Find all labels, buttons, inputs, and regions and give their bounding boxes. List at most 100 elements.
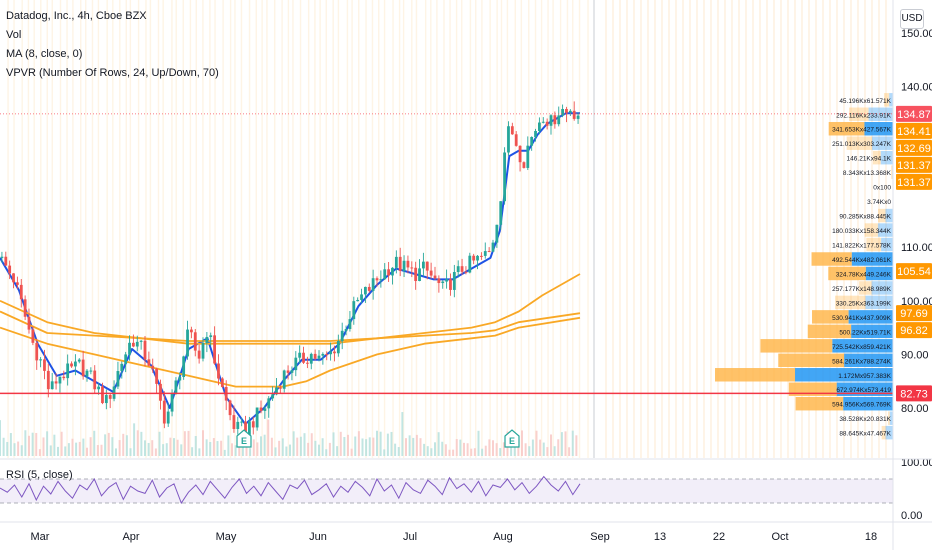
candle-body[interactable] xyxy=(573,111,576,119)
candle-body[interactable] xyxy=(418,268,421,281)
candle-body[interactable] xyxy=(407,261,410,268)
candle-body[interactable] xyxy=(291,370,294,373)
candle-body[interactable] xyxy=(542,122,545,123)
candle-body[interactable] xyxy=(341,331,344,341)
candle-body[interactable] xyxy=(175,381,178,394)
candle-body[interactable] xyxy=(430,271,433,276)
candle-body[interactable] xyxy=(229,401,232,416)
candle-body[interactable] xyxy=(78,360,81,362)
candle-body[interactable] xyxy=(66,364,69,379)
candle-body[interactable] xyxy=(186,330,189,357)
candle-body[interactable] xyxy=(16,282,19,285)
candle-body[interactable] xyxy=(120,364,123,371)
candle-body[interactable] xyxy=(557,115,560,124)
candle-body[interactable] xyxy=(302,353,305,363)
candle-body[interactable] xyxy=(89,371,92,372)
candle-body[interactable] xyxy=(198,351,201,359)
candle-body[interactable] xyxy=(453,272,456,290)
candle-body[interactable] xyxy=(480,256,483,257)
candle-body[interactable] xyxy=(124,354,127,363)
candle-body[interactable] xyxy=(287,370,290,372)
candle-body[interactable] xyxy=(117,371,120,386)
candle-body[interactable] xyxy=(538,123,541,131)
candle-body[interactable] xyxy=(515,134,518,146)
candle-body[interactable] xyxy=(534,131,537,137)
price-label[interactable]: 134.87 xyxy=(896,106,932,122)
candle-body[interactable] xyxy=(294,358,297,370)
candle-body[interactable] xyxy=(383,269,386,279)
candle-body[interactable] xyxy=(352,301,355,319)
candle-body[interactable] xyxy=(476,256,479,261)
candle-body[interactable] xyxy=(495,225,498,243)
candle-body[interactable] xyxy=(507,126,510,152)
candle-body[interactable] xyxy=(252,421,255,427)
candle-body[interactable] xyxy=(163,401,166,424)
candle-body[interactable] xyxy=(488,251,491,252)
candle-body[interactable] xyxy=(298,353,301,358)
candle-body[interactable] xyxy=(379,279,382,280)
candle-body[interactable] xyxy=(461,266,464,272)
price-label[interactable]: 82.73 xyxy=(896,385,932,401)
price-label[interactable]: 131.37 xyxy=(896,174,932,190)
candle-body[interactable] xyxy=(553,115,556,124)
candle-body[interactable] xyxy=(86,371,89,377)
candle-body[interactable] xyxy=(314,354,317,359)
candle-body[interactable] xyxy=(43,359,46,371)
candle-body[interactable] xyxy=(511,126,514,134)
candle-body[interactable] xyxy=(345,329,348,331)
candle-body[interactable] xyxy=(526,146,529,168)
candle-body[interactable] xyxy=(93,371,96,390)
candle-body[interactable] xyxy=(437,278,440,283)
currency-button[interactable]: USD xyxy=(900,9,924,29)
candle-body[interactable] xyxy=(360,294,363,300)
price-label[interactable]: 134.41 xyxy=(896,123,932,139)
candle-body[interactable] xyxy=(318,356,321,359)
candle-body[interactable] xyxy=(519,146,522,162)
candle-body[interactable] xyxy=(171,394,174,412)
price-label[interactable]: 105.54 xyxy=(896,263,932,279)
candle-body[interactable] xyxy=(565,109,568,113)
candle-body[interactable] xyxy=(140,341,143,342)
candle-body[interactable] xyxy=(240,422,243,423)
candle-body[interactable] xyxy=(190,330,193,333)
candle-body[interactable] xyxy=(445,279,448,281)
candle-body[interactable] xyxy=(279,387,282,388)
candle-body[interactable] xyxy=(182,356,185,377)
candle-body[interactable] xyxy=(414,268,417,281)
candle-body[interactable] xyxy=(337,341,340,353)
candle-body[interactable] xyxy=(82,360,85,377)
candle-body[interactable] xyxy=(144,341,147,360)
candle-body[interactable] xyxy=(8,266,11,274)
candle-body[interactable] xyxy=(147,359,150,365)
candle-body[interactable] xyxy=(434,276,437,279)
candle-body[interactable] xyxy=(484,251,487,256)
candle-body[interactable] xyxy=(561,109,564,115)
candle-body[interactable] xyxy=(12,273,15,282)
candle-body[interactable] xyxy=(70,364,73,367)
candle-body[interactable] xyxy=(569,111,572,113)
candle-body[interactable] xyxy=(368,287,371,291)
legend-symbol[interactable]: Datadog, Inc., 4h, Cboe BZX xyxy=(6,10,147,22)
candle-body[interactable] xyxy=(167,412,170,424)
candle-body[interactable] xyxy=(74,362,77,367)
candle-body[interactable] xyxy=(128,343,131,355)
candle-body[interactable] xyxy=(51,381,54,389)
candle-body[interactable] xyxy=(457,266,460,272)
candle-body[interactable] xyxy=(465,272,468,273)
price-label[interactable]: 131.37 xyxy=(896,157,932,173)
candle-body[interactable] xyxy=(260,408,263,411)
candle-body[interactable] xyxy=(410,267,413,268)
candle-body[interactable] xyxy=(109,395,112,399)
candle-body[interactable] xyxy=(20,285,23,299)
candle-body[interactable] xyxy=(132,343,135,347)
candle-body[interactable] xyxy=(283,370,286,388)
candle-body[interactable] xyxy=(372,278,375,291)
candle-body[interactable] xyxy=(47,371,50,389)
candle-body[interactable] xyxy=(31,330,34,343)
candle-body[interactable] xyxy=(263,408,266,411)
candle-body[interactable] xyxy=(387,269,390,275)
candle-body[interactable] xyxy=(35,343,38,361)
candle-body[interactable] xyxy=(449,279,452,290)
